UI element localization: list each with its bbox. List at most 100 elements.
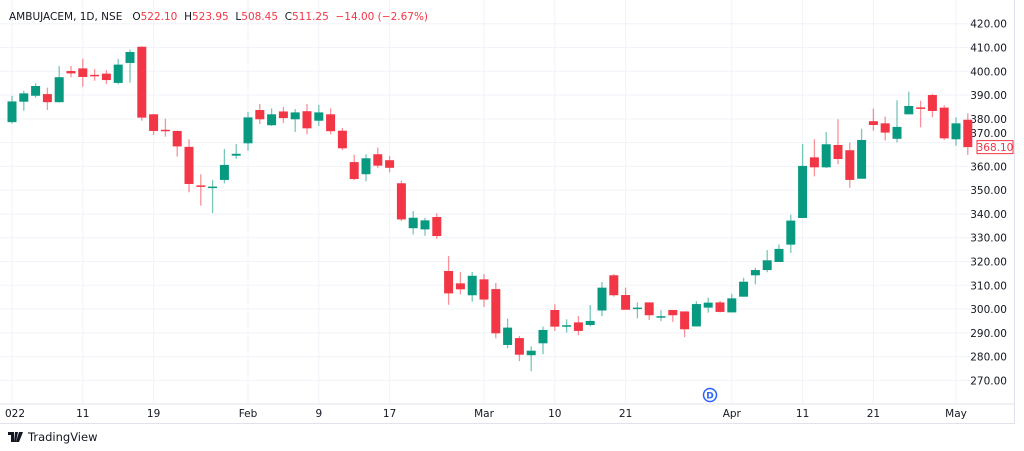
time-axis-label: Apr: [723, 408, 742, 420]
tradingview-logo[interactable]: TradingView: [8, 430, 97, 444]
candle-down: [916, 100, 926, 128]
candle-body: [113, 64, 123, 83]
candle-body: [420, 220, 430, 230]
candle-body: [326, 114, 336, 132]
price-axis-label: 410.00: [970, 42, 1007, 54]
close-value: 511.25: [292, 11, 329, 23]
candle-body: [939, 107, 949, 139]
price-axis-label: 300.00: [970, 304, 1007, 316]
candle-up: [19, 90, 29, 111]
time-axis-label: Feb: [239, 408, 258, 420]
candle-up: [538, 326, 548, 355]
candle-body: [656, 316, 666, 318]
candle-down: [184, 139, 194, 193]
high-value: 523.95: [191, 11, 229, 23]
candle-up: [727, 294, 737, 313]
candle-up: [951, 117, 961, 146]
price-axis-label: 380.00: [970, 114, 1007, 126]
candle-body: [278, 111, 288, 119]
candle-body: [101, 73, 111, 81]
candle-down: [337, 127, 347, 151]
candle-body: [219, 164, 229, 180]
candlestick-chart[interactable]: 270.00 280.00 290.00 300.00 310.00 320.00 330.…: [0, 0, 1024, 424]
candle-up: [526, 346, 536, 372]
candle-down: [668, 310, 678, 322]
candle-body: [774, 248, 784, 262]
candle-body: [314, 112, 324, 121]
candle-down: [868, 108, 878, 131]
candle-up: [219, 149, 229, 184]
candle-up: [750, 267, 760, 285]
time-axis-label: Mar: [474, 408, 494, 420]
candle-body: [432, 217, 442, 237]
candle-body: [479, 279, 489, 300]
candle-body: [573, 322, 583, 331]
candle-body: [691, 304, 701, 327]
candle-body: [78, 68, 88, 77]
candle-up: [739, 277, 749, 297]
candle-down: [396, 180, 406, 222]
candle-body: [125, 51, 135, 63]
symbol-title[interactable]: AMBUJACEM, 1D, NSE: [9, 11, 123, 23]
candle-down: [833, 119, 843, 165]
candle-up: [857, 128, 867, 179]
high-label: H: [184, 11, 192, 23]
session-marker-label: D: [706, 392, 713, 402]
candle-body: [892, 126, 902, 139]
candle-down: [491, 282, 501, 339]
candle-body: [208, 186, 218, 189]
candle-body: [503, 327, 513, 345]
candle-body: [727, 298, 737, 313]
candle-body: [597, 287, 607, 311]
candle-body: [609, 275, 619, 296]
candle-body: [267, 114, 277, 126]
session-marker-icon[interactable]: D: [702, 387, 718, 403]
candle-body: [739, 281, 749, 297]
candle-body: [644, 302, 654, 316]
candle-body: [632, 307, 642, 310]
candle-body: [302, 111, 312, 129]
time-axis-label: 11: [76, 408, 89, 420]
candle-down: [715, 300, 725, 313]
price-axis-label: 420.00: [970, 19, 1007, 31]
candle-body: [255, 110, 265, 120]
time-axis-label: 17: [383, 408, 396, 420]
candle-body: [668, 310, 678, 316]
candle-body: [562, 325, 572, 327]
candle-down: [196, 174, 206, 206]
candle-body: [160, 129, 170, 132]
candle-body: [243, 117, 253, 144]
candle-body: [408, 217, 418, 229]
candle-up: [786, 214, 796, 253]
candle-up: [597, 281, 607, 317]
candle-down: [349, 154, 359, 181]
candle-body: [184, 146, 194, 184]
candle-up: [54, 66, 64, 103]
candle-up: [113, 58, 123, 85]
candle-down: [101, 70, 111, 85]
candle-body: [396, 183, 406, 220]
candle-up: [774, 244, 784, 262]
candle-body: [833, 144, 843, 160]
price-axis-label: 360.00: [970, 161, 1007, 173]
candle-down: [255, 104, 265, 125]
candle-body: [550, 310, 560, 327]
candle-up: [314, 105, 324, 126]
price-axis-label: 400.00: [970, 66, 1007, 78]
candle-down: [278, 106, 288, 124]
chart-frame: [0, 0, 1015, 424]
price-axis-label: 370.00: [970, 128, 1007, 140]
price-axis-label: 290.00: [970, 328, 1007, 340]
candle-body: [951, 123, 961, 140]
price-axis-label: 310.00: [970, 280, 1007, 292]
time-axis-label: May: [945, 408, 967, 420]
candle-body: [715, 302, 725, 312]
candle-body: [196, 185, 206, 187]
candle-up: [231, 144, 241, 159]
price-axis-label: 270.00: [970, 375, 1007, 387]
candle-down: [385, 155, 395, 173]
tradingview-brand-text: TradingView: [28, 430, 98, 444]
candle-body: [963, 119, 973, 148]
candle-body: [361, 158, 371, 175]
candle-up: [208, 179, 218, 213]
